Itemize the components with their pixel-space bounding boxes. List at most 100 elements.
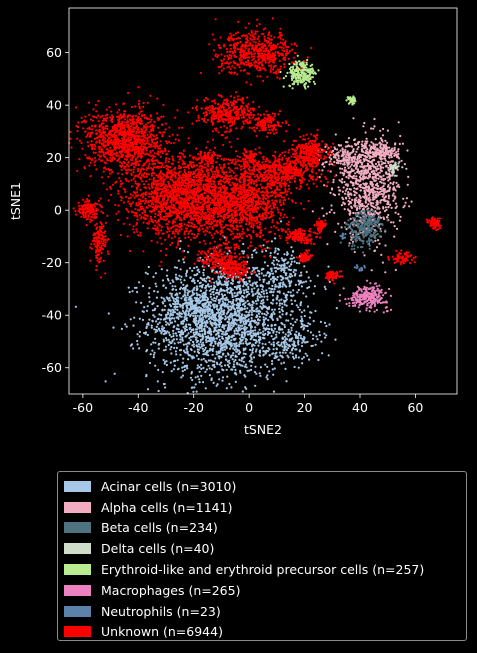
point-series-1 [365, 182, 368, 185]
point-series-1 [401, 142, 404, 145]
point-series-0 [280, 343, 283, 346]
point-series-4 [305, 61, 308, 64]
point-series-2 [363, 226, 367, 229]
point-series-1 [373, 176, 377, 179]
point-series-7 [164, 122, 167, 125]
point-series-0 [262, 280, 265, 283]
point-series-0 [302, 328, 305, 331]
point-series-1 [365, 146, 368, 149]
point-series-0 [317, 358, 320, 362]
point-series-0 [193, 350, 196, 353]
point-series-0 [289, 284, 292, 287]
point-series-0 [146, 272, 149, 275]
point-series-0 [198, 378, 201, 381]
point-series-0 [289, 291, 292, 294]
point-series-0 [244, 301, 247, 304]
point-series-2 [355, 214, 358, 217]
point-series-5 [338, 299, 341, 302]
point-series-0 [292, 355, 295, 358]
point-series-0 [237, 352, 240, 356]
point-series-0 [223, 276, 227, 279]
point-series-1 [372, 127, 375, 130]
point-series-0 [242, 322, 245, 325]
point-series-0 [244, 274, 247, 277]
point-series-0 [303, 336, 306, 339]
point-series-1 [382, 179, 385, 182]
point-series-2 [366, 222, 370, 225]
point-series-0 [262, 350, 265, 353]
point-series-0 [289, 313, 292, 316]
point-series-0 [270, 315, 273, 318]
point-series-0 [262, 327, 265, 330]
point-series-1 [399, 215, 402, 218]
point-series-0 [231, 293, 234, 296]
point-series-0 [292, 270, 295, 274]
point-series-0 [188, 267, 192, 270]
point-series-0 [141, 318, 145, 321]
point-series-4 [307, 68, 310, 71]
point-series-1 [339, 149, 342, 152]
point-series-1 [374, 138, 377, 141]
point-series-1 [354, 153, 357, 156]
point-series-0 [218, 378, 221, 381]
point-series-0 [238, 287, 241, 290]
point-series-0 [272, 330, 275, 333]
point-series-1 [376, 147, 379, 150]
point-series-1 [364, 168, 367, 171]
point-series-0 [169, 312, 172, 315]
point-series-0 [229, 347, 232, 350]
point-series-1 [383, 155, 386, 158]
point-series-0 [228, 341, 231, 344]
point-series-0 [238, 303, 242, 307]
point-series-0 [208, 337, 211, 340]
point-series-0 [262, 292, 265, 295]
point-series-0 [175, 353, 178, 356]
point-series-0 [214, 357, 217, 360]
point-series-1 [357, 162, 360, 165]
point-series-2 [379, 230, 382, 233]
point-series-1 [393, 225, 396, 228]
point-series-0 [220, 309, 223, 312]
point-series-5 [382, 301, 385, 304]
point-series-0 [273, 367, 276, 370]
point-series-1 [365, 185, 368, 188]
point-series-6 [339, 234, 342, 237]
point-series-0 [256, 318, 260, 321]
point-series-0 [202, 341, 205, 344]
point-series-0 [266, 378, 269, 381]
point-series-0 [152, 356, 155, 359]
point-series-7 [101, 143, 104, 146]
point-series-0 [216, 283, 219, 287]
point-series-0 [295, 336, 298, 340]
point-series-0 [251, 343, 254, 346]
point-series-0 [209, 359, 212, 362]
point-series-0 [206, 351, 209, 354]
point-series-1 [354, 167, 357, 170]
point-series-1 [348, 197, 351, 200]
point-series-0 [200, 320, 203, 323]
point-series-0 [243, 334, 246, 337]
point-series-0 [127, 286, 130, 289]
point-series-0 [217, 275, 220, 278]
point-series-1 [370, 204, 373, 207]
point-series-0 [295, 304, 298, 307]
point-series-5 [358, 310, 361, 313]
point-series-7 [149, 94, 152, 97]
point-series-0 [230, 289, 233, 292]
point-series-0 [212, 344, 215, 348]
point-series-0 [210, 333, 213, 336]
point-series-0 [268, 280, 271, 283]
point-series-0 [189, 376, 192, 379]
point-series-0 [175, 346, 178, 349]
point-series-0 [243, 356, 246, 359]
point-series-0 [269, 272, 272, 275]
point-series-0 [179, 278, 182, 281]
point-series-1 [355, 181, 358, 184]
point-series-1 [388, 150, 391, 153]
point-series-0 [260, 268, 263, 271]
point-series-0 [172, 332, 175, 335]
point-series-0 [208, 279, 211, 282]
point-series-0 [222, 333, 225, 336]
point-series-0 [227, 300, 230, 303]
point-series-0 [169, 292, 172, 295]
